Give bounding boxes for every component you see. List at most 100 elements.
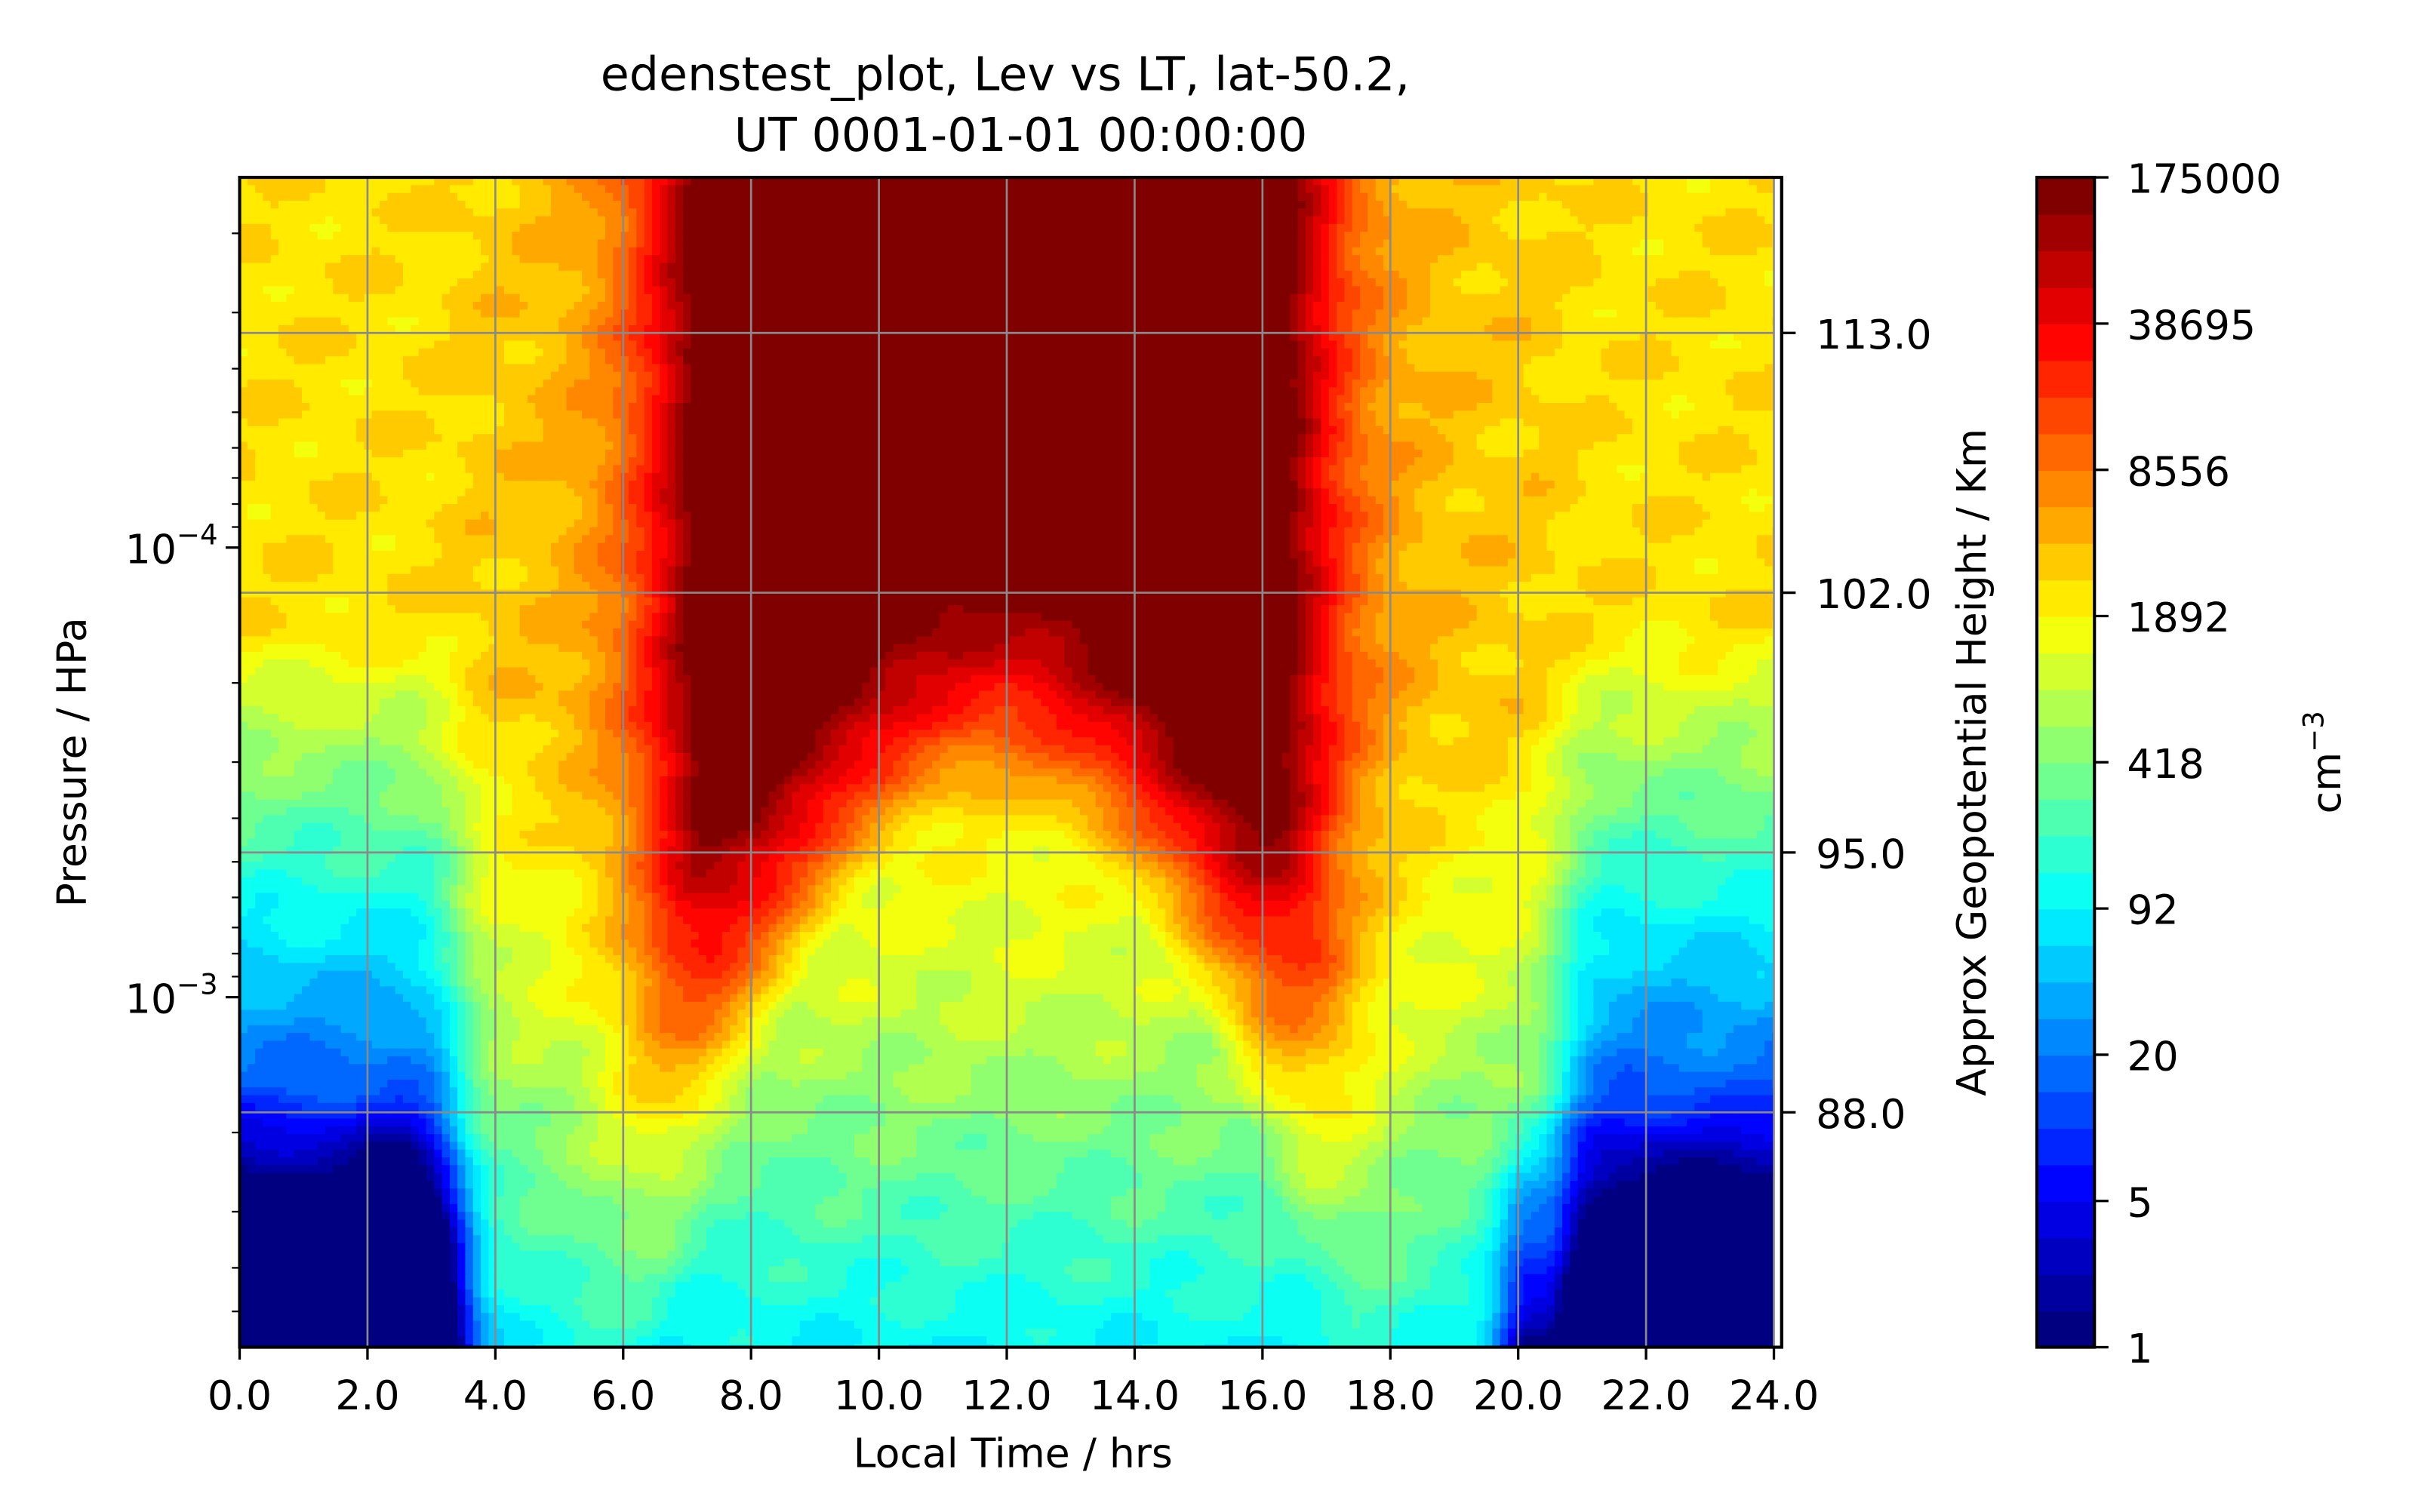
contour-cell <box>644 309 654 318</box>
contour-cell <box>955 232 964 241</box>
contour-cell <box>994 185 1004 194</box>
contour-cell <box>294 255 303 264</box>
contour-cell <box>924 216 934 226</box>
contour-cell <box>1180 255 1190 264</box>
contour-cell <box>752 192 762 202</box>
contour-cell <box>535 216 544 226</box>
contour-cell <box>1290 200 1299 210</box>
contour-cell <box>1469 200 1478 210</box>
contour-cell <box>1189 232 1198 241</box>
contour-cell <box>1632 317 1641 327</box>
contour-cell <box>434 223 443 233</box>
contour-cell <box>589 185 598 194</box>
contour-cell <box>1523 309 1533 318</box>
contour-cell <box>387 371 396 381</box>
contour-cell <box>978 185 988 194</box>
contour-cell <box>1227 364 1237 373</box>
contour-cell <box>1010 216 1019 226</box>
contour-cell <box>1344 340 1353 350</box>
contour-cell <box>986 185 995 194</box>
contour-cell <box>535 247 544 257</box>
contour-cell <box>247 263 257 272</box>
contour-cell <box>1375 340 1385 350</box>
contour-cell <box>823 286 832 295</box>
contour-cell <box>1461 270 1470 280</box>
contour-cell <box>1438 177 1447 186</box>
contour-cell <box>1337 192 1346 202</box>
contour-cell <box>1655 239 1665 249</box>
contour-cell <box>947 340 957 350</box>
contour-cell <box>512 348 521 358</box>
contour-cell <box>955 324 964 334</box>
contour-cell <box>1422 317 1432 327</box>
contour-cell <box>1445 356 1455 365</box>
contour-cell <box>691 348 700 358</box>
contour-cell <box>1687 200 1696 210</box>
contour-cell <box>1337 239 1346 249</box>
contour-cell <box>1709 270 1719 280</box>
contour-cell <box>1438 302 1447 311</box>
contour-cell <box>371 286 381 295</box>
contour-cell <box>940 208 949 217</box>
contour-cell <box>1220 340 1229 350</box>
contour-cell <box>1118 223 1128 233</box>
contour-cell <box>1352 309 1361 318</box>
contour-cell <box>1391 185 1400 194</box>
contour-cell <box>1337 340 1346 350</box>
contour-cell <box>1220 177 1229 186</box>
contour-cell <box>1375 232 1385 241</box>
contour-cell <box>1617 263 1626 272</box>
contour-cell <box>1367 247 1377 257</box>
contour-cell <box>1398 333 1408 342</box>
contour-cell <box>566 340 576 350</box>
contour-cell <box>691 192 700 202</box>
contour-cell <box>1476 192 1486 202</box>
contour-cell <box>1088 317 1097 327</box>
contour-cell <box>986 302 995 311</box>
contour-cell <box>808 317 817 327</box>
contour-cell <box>1328 255 1338 264</box>
contour-cell <box>1079 247 1089 257</box>
contour-cell <box>971 348 980 358</box>
contour-cell <box>730 255 739 264</box>
contour-cell <box>1017 364 1026 373</box>
contour-cell <box>1033 286 1042 295</box>
contour-cell <box>472 216 482 226</box>
contour-cell <box>333 356 342 365</box>
contour-cell <box>1360 185 1369 194</box>
contour-cell <box>1337 317 1346 327</box>
contour-cell <box>1570 364 1579 373</box>
contour-cell <box>1041 223 1050 233</box>
contour-cell <box>278 263 288 272</box>
contour-cell <box>1235 348 1244 358</box>
contour-cell <box>963 324 972 334</box>
contour-cell <box>356 309 365 318</box>
contour-cell <box>1313 317 1322 327</box>
contour-cell <box>1281 348 1291 358</box>
contour-cell <box>504 192 513 202</box>
contour-cell <box>613 364 622 373</box>
contour-cell <box>472 247 482 257</box>
contour-cell <box>441 239 451 249</box>
contour-cell <box>1126 286 1136 295</box>
contour-cell <box>449 247 459 257</box>
contour-cell <box>1671 270 1680 280</box>
contour-cell <box>644 223 654 233</box>
contour-cell <box>893 333 903 342</box>
contour-cell <box>1196 208 1206 217</box>
contour-cell <box>737 192 746 202</box>
contour-cell <box>1608 200 1618 210</box>
contour-cell <box>371 356 381 365</box>
contour-cell <box>496 324 506 334</box>
contour-cell <box>1694 278 1703 287</box>
contour-cell <box>380 302 389 311</box>
contour-cell <box>1484 255 1494 264</box>
contour-cell <box>784 239 793 249</box>
contour-cell <box>854 208 863 217</box>
contour-cell <box>675 200 685 210</box>
contour-cell <box>792 302 801 311</box>
contour-cell <box>1057 333 1066 342</box>
contour-cell <box>784 286 793 295</box>
contour-cell <box>792 340 801 350</box>
contour-cell <box>1733 192 1743 202</box>
